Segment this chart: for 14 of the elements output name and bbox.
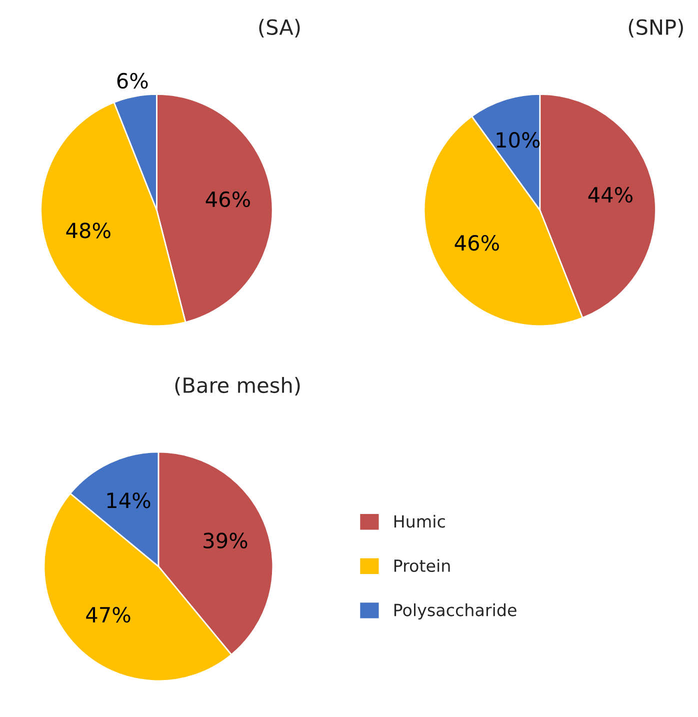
data-label: 39% <box>204 532 248 548</box>
legend-label: Humic <box>394 514 445 528</box>
data-label: 14% <box>107 492 150 508</box>
legend-label: Polysaccharide <box>394 603 516 620</box>
data-label: 47% <box>86 606 130 623</box>
data-label: 46% <box>206 191 250 208</box>
data-label: 46% <box>454 234 499 251</box>
chart-title: (SA) <box>259 18 300 38</box>
data-label: 44% <box>588 186 632 203</box>
data-label: 6% <box>117 72 148 89</box>
data-label: 48% <box>66 222 110 238</box>
legend-label: Protein <box>394 559 450 572</box>
chart-title: (SNP) <box>628 18 683 38</box>
chart-title: (Bare mesh) <box>175 376 300 396</box>
